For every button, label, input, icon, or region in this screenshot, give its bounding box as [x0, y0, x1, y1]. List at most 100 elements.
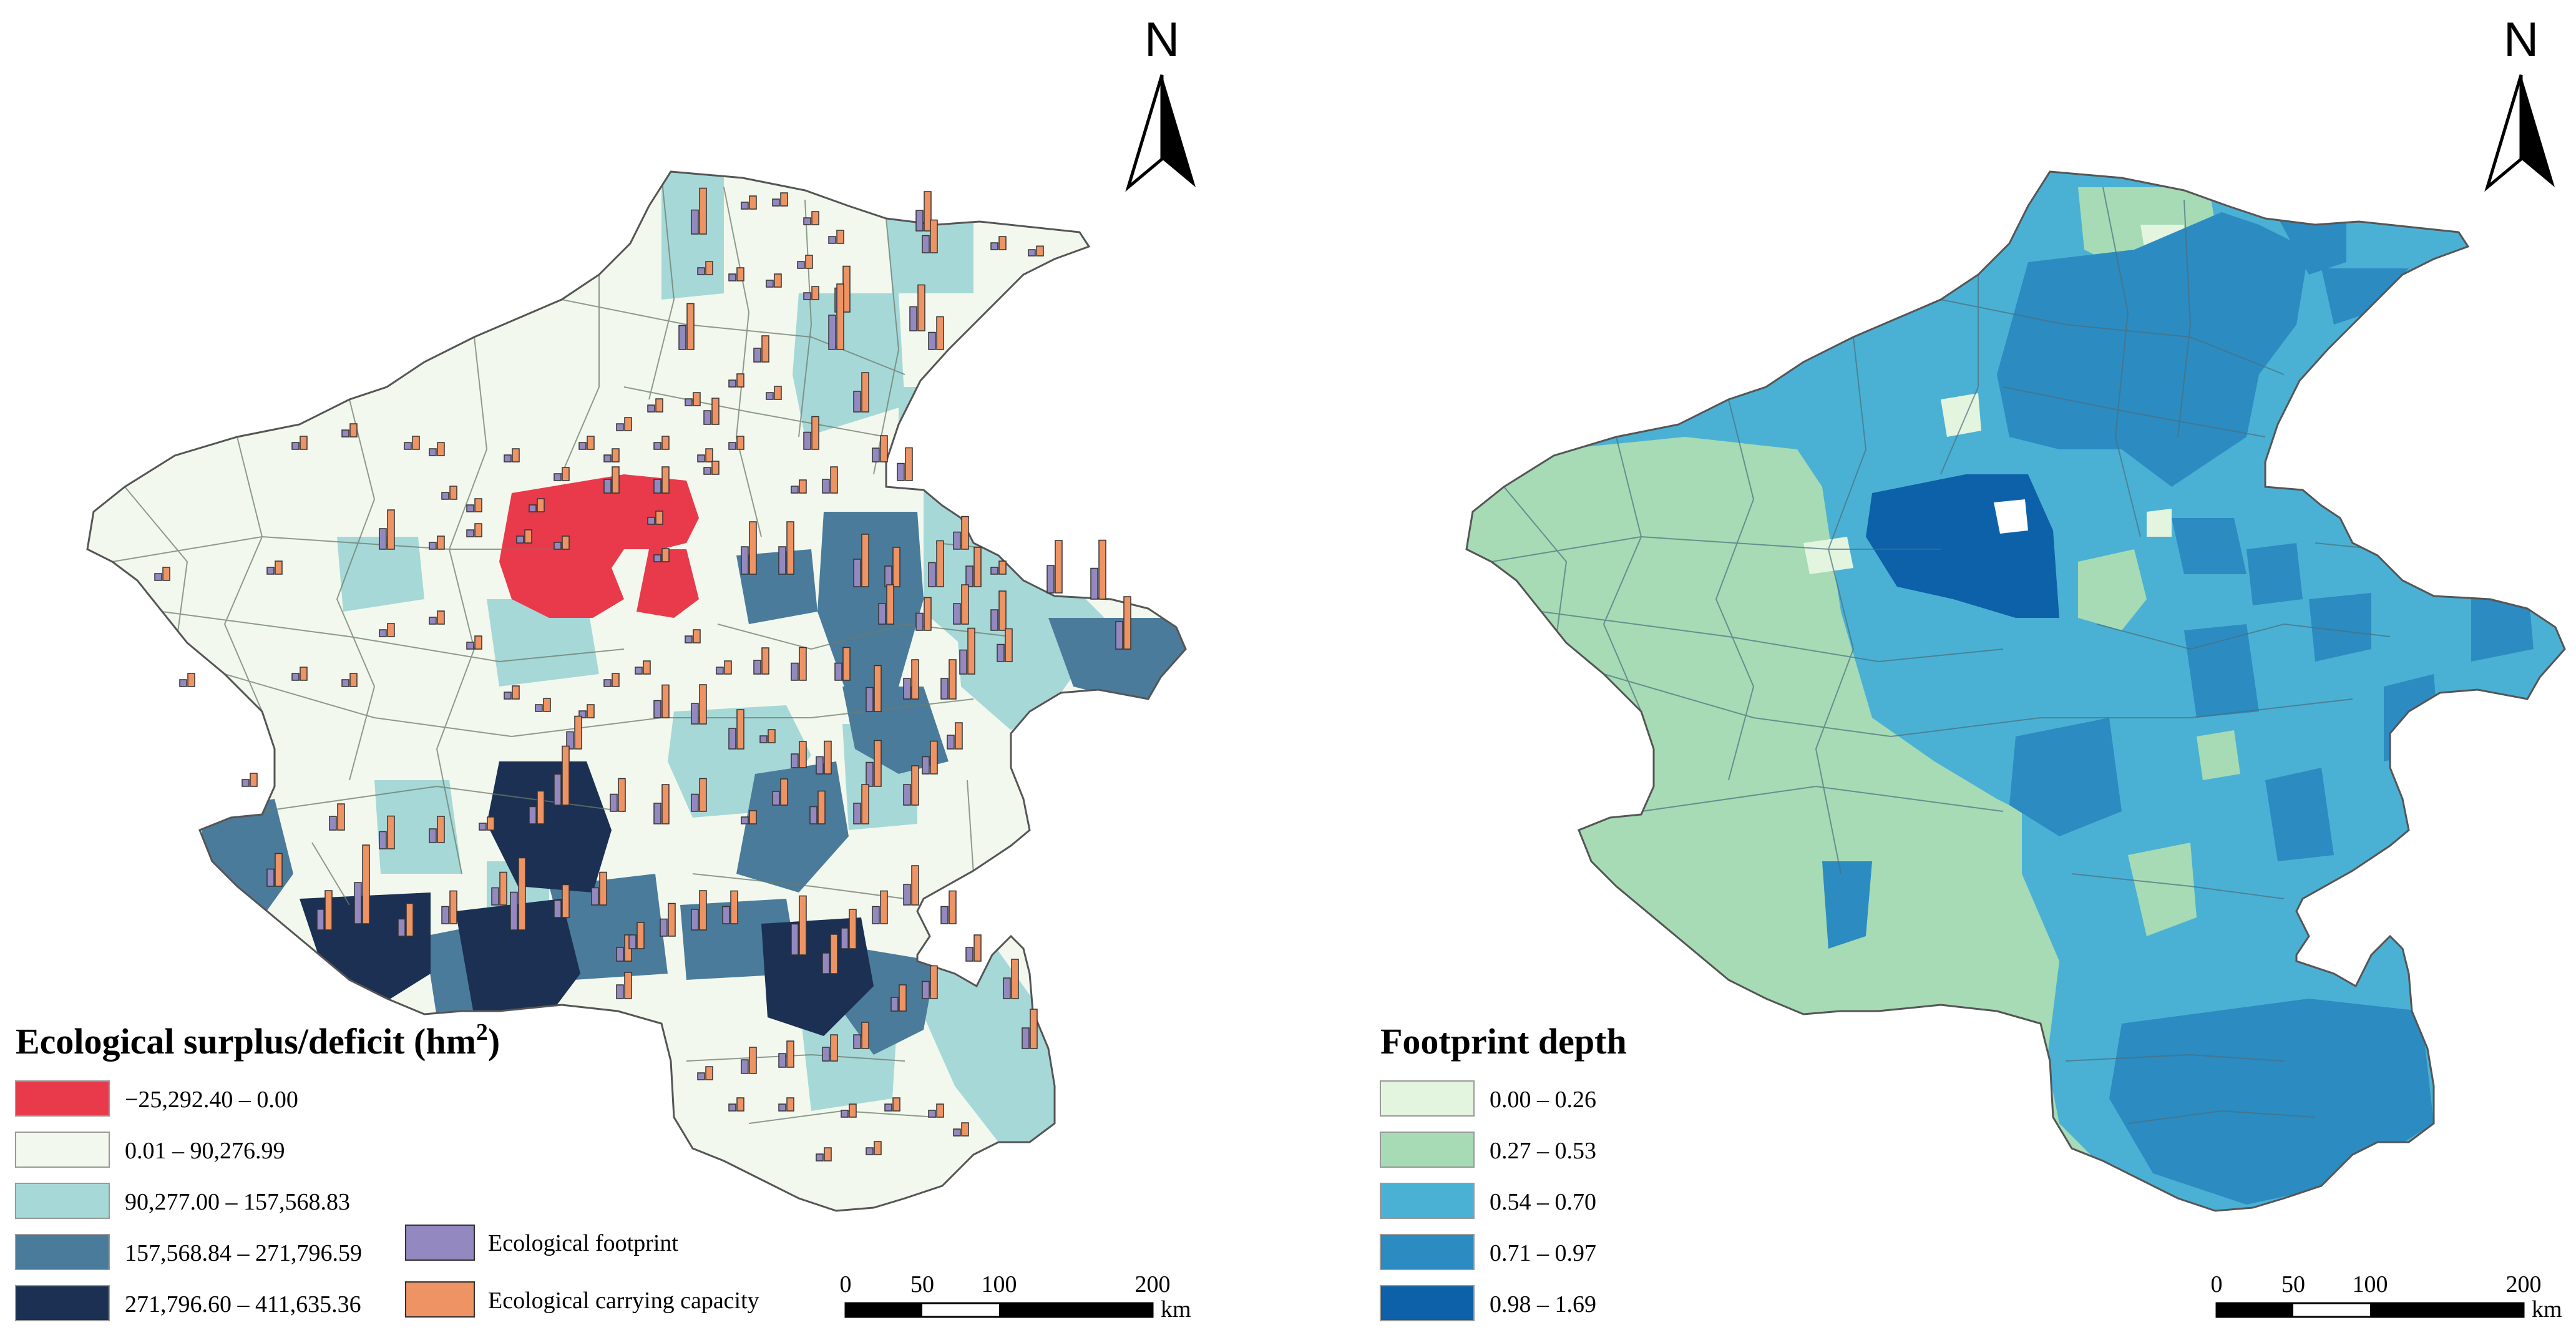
- bar-glyph: [897, 447, 913, 481]
- bar-glyph: [884, 1097, 900, 1112]
- bar-glyph: [653, 684, 670, 718]
- bar-glyph: [866, 665, 882, 712]
- footprint-bar: [1022, 1027, 1030, 1049]
- bar-glyph: [578, 704, 595, 718]
- footprint-bar: [791, 923, 799, 956]
- capacity-bar: [998, 590, 1007, 631]
- footprint-bar: [872, 906, 880, 924]
- right-legend-swatch: [1380, 1183, 1475, 1219]
- footprint-bar: [940, 678, 949, 700]
- bar-glyph: [903, 659, 919, 700]
- region: [2009, 718, 2122, 836]
- capacity-bar: [736, 709, 744, 750]
- capacity-bar: [998, 560, 1007, 575]
- bar-glyph: [915, 597, 932, 631]
- bar-glyph: [940, 659, 957, 700]
- bar-glyph: [853, 372, 869, 413]
- capacity-bar: [1011, 959, 1019, 999]
- footprint-bar: [291, 442, 300, 450]
- bar-glyph: [379, 509, 395, 550]
- bar-glyph: [678, 303, 695, 350]
- capacity-bar: [562, 745, 570, 806]
- bar-glyph: [603, 673, 620, 687]
- capacity-bar: [936, 1103, 944, 1118]
- region: [2147, 509, 2172, 537]
- left-bar-symbols: [154, 187, 1131, 1161]
- bar-glyph: [753, 647, 769, 675]
- right-legend-swatch: [1380, 1285, 1475, 1321]
- footprint-bar: [379, 528, 387, 550]
- footprint-bar: [703, 410, 711, 425]
- capacity-bar: [736, 267, 744, 281]
- capacity-bar: [612, 448, 620, 462]
- capacity-bar: [749, 1047, 757, 1074]
- footprint-bar: [554, 773, 562, 806]
- footprint-bar: [716, 667, 724, 675]
- footprint-bar: [685, 398, 693, 406]
- bar-glyph: [822, 1034, 838, 1062]
- footprint-bar: [554, 542, 562, 550]
- footprint-bar: [965, 947, 973, 962]
- footprint-bar: [341, 679, 349, 687]
- capacity-bar: [836, 283, 844, 350]
- region: [1048, 618, 1186, 705]
- bar-glyph: [872, 435, 888, 462]
- capacity-bar: [474, 523, 482, 537]
- region: [2172, 518, 2247, 574]
- region: [200, 799, 293, 917]
- footprint-bar: [603, 454, 612, 462]
- capacity-bar: [599, 871, 607, 906]
- footprint-bar: [728, 379, 736, 388]
- bar-glyph: [691, 778, 707, 812]
- region: [487, 761, 612, 892]
- capacity-bar: [911, 765, 919, 806]
- footprint-bar: [566, 731, 574, 750]
- left-legend-swatch: [15, 1234, 110, 1270]
- boundary: [2071, 873, 2285, 899]
- footprint-bar: [953, 603, 961, 625]
- bar-glyph: [616, 972, 632, 999]
- bar-glyph: [685, 629, 701, 643]
- region: [1997, 212, 2309, 487]
- capacity-bar: [1030, 1009, 1038, 1049]
- bar-glyph: [697, 261, 713, 275]
- right-legend-swatch: [1380, 1080, 1475, 1117]
- right-legend-label: 0.98 – 1.69: [1490, 1291, 1596, 1318]
- bar-glyph: [766, 273, 782, 288]
- boundary: [1940, 275, 1979, 475]
- capacity-bar: [487, 816, 495, 831]
- footprint-bar: [504, 454, 512, 462]
- bar-glyph: [647, 398, 663, 413]
- scale-tick-0: 0: [2211, 1271, 2223, 1298]
- boundary: [561, 299, 905, 375]
- footprint-bar: [429, 617, 437, 625]
- scale-tick-50: 50: [910, 1271, 934, 1298]
- bar-glyph: [803, 211, 819, 225]
- bar-glyph: [647, 511, 663, 525]
- left-legend-label: 271,796.60 – 411,635.36: [125, 1291, 361, 1318]
- footprint-bar: [1090, 567, 1098, 600]
- left-north-arrow: N: [1125, 12, 1196, 192]
- capacity-bar: [187, 673, 195, 687]
- footprint-bar: [803, 217, 811, 225]
- bar-glyph: [404, 436, 420, 450]
- capacity-bar: [799, 647, 807, 681]
- bar-glyph: [728, 373, 744, 388]
- footprint-bar: [653, 554, 661, 562]
- capacity-bar: [930, 219, 938, 253]
- footprint-bar: [965, 565, 973, 587]
- regions-class-1: [499, 474, 699, 618]
- region: [1941, 393, 1981, 437]
- boundary: [2177, 199, 2192, 438]
- north-label: N: [1144, 12, 1179, 67]
- capacity-bar: [830, 1034, 838, 1062]
- bar-glyph: [179, 673, 195, 687]
- footprint-bar: [529, 806, 537, 824]
- bar-glyph: [566, 715, 582, 750]
- bar-glyph: [797, 255, 813, 269]
- footprint-bar: [591, 887, 599, 906]
- bar-glyph: [822, 466, 838, 494]
- footprint-bar: [154, 573, 162, 581]
- bar-glyph: [953, 1122, 969, 1137]
- left-legend-classes: −25,292.40 – 0.00 0.01 – 90,276.99 90,277.…: [15, 1080, 362, 1321]
